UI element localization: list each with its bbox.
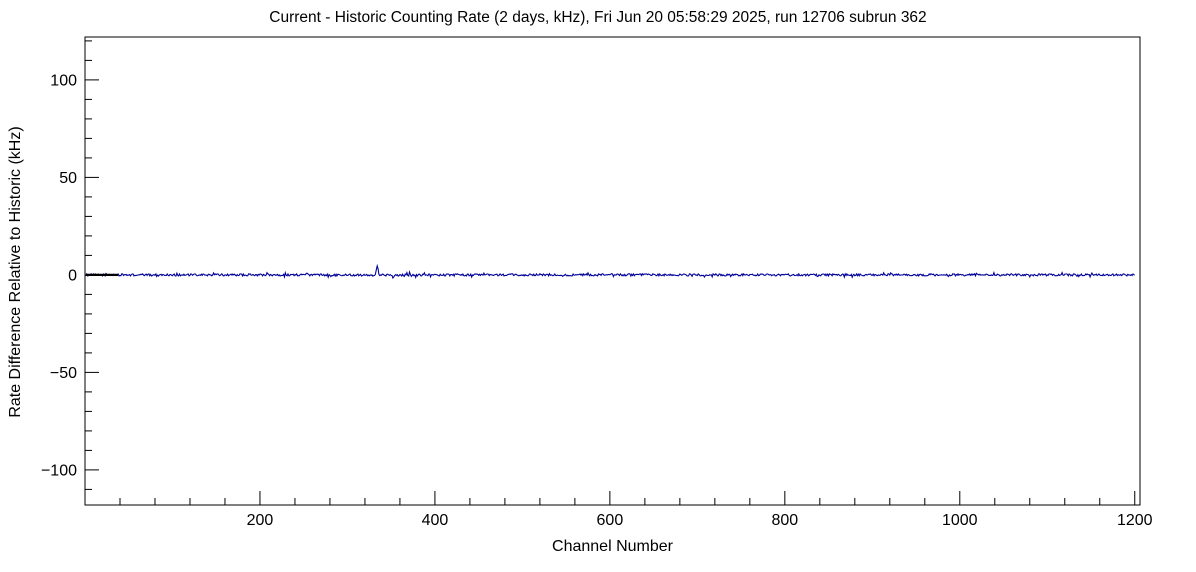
x-tick-label: 400 xyxy=(422,512,449,529)
x-tick-label: 1000 xyxy=(942,512,978,529)
y-tick-label: −100 xyxy=(41,462,77,479)
x-tick-label: 800 xyxy=(771,512,798,529)
chart-title: Current - Historic Counting Rate (2 days… xyxy=(269,9,927,26)
y-tick-label: 50 xyxy=(59,170,77,187)
frame-rect xyxy=(84,36,1141,506)
x-tick-label: 600 xyxy=(597,512,624,529)
y-tick-label: 100 xyxy=(50,72,77,89)
x-tick-label: 1200 xyxy=(1117,512,1153,529)
data-series-group xyxy=(85,263,1135,280)
x-axis-label: Channel Number xyxy=(552,538,673,555)
tick-labels: −100 −50 0 50 100 200 400 600 800 1000 1200 xyxy=(41,72,1153,529)
x-tick-label: 200 xyxy=(247,512,274,529)
plot-frame xyxy=(84,36,1141,506)
y-tick-label: −50 xyxy=(50,365,77,382)
series-rate-difference xyxy=(85,263,1135,280)
y-tick-label: 0 xyxy=(68,267,77,284)
axis-ticks xyxy=(84,40,1136,505)
